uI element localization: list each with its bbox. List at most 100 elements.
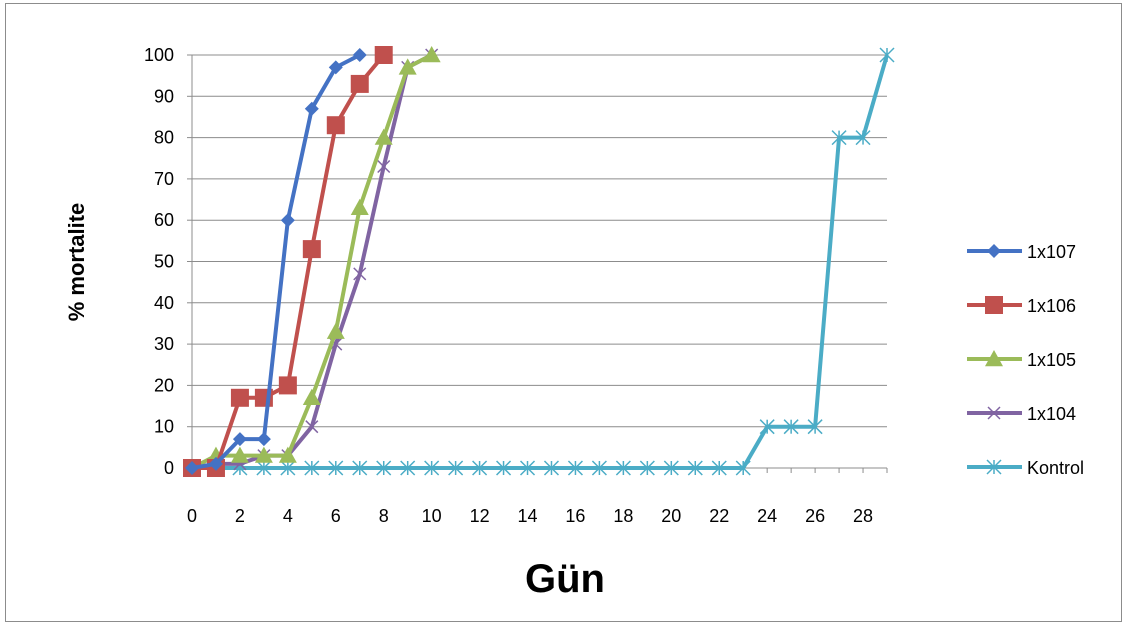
data-point [615,460,631,476]
data-point [302,388,321,405]
x-tick-label: 12 [470,506,490,526]
data-point [398,58,417,75]
data-point [350,74,369,93]
axes [187,54,888,473]
legend-label: 1x107 [1027,242,1076,262]
data-point [278,446,297,463]
series-line [192,54,889,470]
x-tick-label: 20 [661,506,681,526]
data-point [591,460,607,476]
x-tick-label: 14 [518,506,538,526]
y-axis-label: % mortalite [64,203,89,322]
data-point [185,461,199,475]
legend-marker [987,244,1001,258]
data-point [230,446,249,463]
series-line [191,53,361,470]
data-point [543,460,560,476]
data-point [783,419,799,435]
y-tick-label: 60 [154,210,174,230]
data-point [855,130,871,146]
x-axis-label: Gün [525,557,605,601]
data-point [230,388,249,407]
y-tick-label: 30 [154,334,174,354]
y-tick-label: 0 [164,458,174,478]
y-tick-label: 40 [154,293,174,313]
legend-label: Kontrol [1027,458,1084,478]
y-tick-label: 100 [144,45,174,65]
data-point [208,456,223,471]
legend-label: 1x104 [1027,404,1076,424]
x-tick-label: 2 [235,506,245,526]
data-point [256,432,271,447]
legend-item: 1x104 [967,404,1076,424]
x-tick-label: 4 [283,506,293,526]
grid-lines [192,54,887,428]
data-point [377,159,391,174]
x-tick-label: 28 [853,506,873,526]
legend-label: 1x106 [1027,296,1076,316]
x-tick-label: 0 [187,506,197,526]
chart-frame [5,3,1122,622]
data-point [302,240,321,259]
data-point [352,460,368,476]
data-point [280,460,296,476]
y-tick-label: 50 [154,252,174,272]
data-point [567,460,583,476]
legend-marker [986,459,1002,475]
data-point [280,213,295,228]
data-point [352,48,367,62]
data-point [759,419,775,435]
data-point [448,460,464,476]
x-tick-label: 16 [565,506,585,526]
x-tick-label: 8 [379,506,389,526]
legend-item: 1x106 [967,296,1076,316]
legend-marker [985,296,1003,314]
series-1x107 [185,48,367,475]
data-point [831,130,847,146]
legend-item: Kontrol [967,458,1084,478]
series-group [183,46,895,477]
data-point [376,460,392,476]
x-tick-label: 26 [805,506,825,526]
data-point [232,432,247,447]
data-point [711,460,727,476]
data-point [472,460,488,476]
x-tick-label: 6 [331,506,341,526]
data-point [350,198,369,216]
legend-marker [987,406,1001,420]
legend-marker [985,350,1003,367]
data-point [328,460,344,476]
legend: 1x107 1x106 1x105 1x104 Kontrol [967,242,1084,478]
data-point [256,460,272,476]
legend-item: 1x105 [967,350,1076,370]
data-point [807,419,823,435]
data-point [326,116,345,135]
data-point [663,460,679,476]
y-tick-label: 90 [154,86,174,106]
data-point [328,60,343,75]
data-point [278,376,297,395]
data-point [353,267,367,281]
data-point [687,460,703,476]
data-point [326,322,345,339]
y-tick-label: 10 [154,417,174,437]
x-tick-labels: 0 2 4 6 8 10 12 14 16 18 20 22 24 26 28 [187,506,873,526]
data-point [422,46,441,63]
data-point [374,46,393,64]
data-point [735,460,751,476]
data-point [400,460,416,476]
data-point [305,420,319,434]
data-point [254,446,273,463]
data-point [879,47,895,63]
data-point [496,460,512,476]
x-tick-label: 22 [709,506,729,526]
y-tick-label: 80 [154,128,174,148]
x-tick-label: 10 [422,506,442,526]
data-point [424,460,440,476]
x-tick-label: 18 [613,506,633,526]
data-point [639,460,655,476]
y-tick-label: 70 [154,169,174,189]
data-point [519,460,536,476]
data-point [374,128,393,145]
